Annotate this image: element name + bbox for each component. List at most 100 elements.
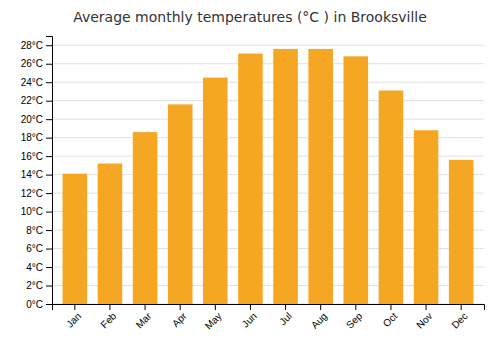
y-tick: 4°C (26, 262, 52, 273)
y-tick: 20°C (21, 114, 52, 125)
y-tick: 8°C (26, 225, 52, 236)
x-tick-mark (461, 304, 462, 310)
bar (98, 164, 123, 304)
y-tick-label: 2°C (26, 280, 43, 291)
bar (273, 49, 298, 304)
x-tick-label: Jan (64, 310, 83, 329)
y-tick-label: 20°C (21, 114, 43, 125)
bar (344, 56, 369, 304)
y-tick: 2°C (26, 280, 52, 291)
y-tick-mark (46, 249, 52, 250)
y-tick-label: 12°C (21, 188, 43, 199)
y-tick-mark (46, 230, 52, 231)
x-tick: Oct (381, 304, 400, 329)
y-tick-label: 18°C (21, 132, 43, 143)
y-tick-label: 8°C (26, 225, 43, 236)
x-tick-label: Sep (344, 310, 365, 331)
x-tick-mark (355, 304, 356, 310)
x-tick-mark (320, 304, 321, 310)
x-tick: Aug (309, 304, 329, 331)
bar (379, 91, 404, 304)
x-tick-label: Nov (414, 310, 434, 330)
x-tick-mark (390, 304, 391, 310)
grid (52, 45, 484, 304)
y-tick: 12°C (21, 188, 52, 199)
grid-line (52, 100, 484, 101)
y-tick-mark (46, 101, 52, 102)
x-tick: Jun (240, 304, 259, 330)
y-tick: 22°C (21, 95, 52, 106)
x-tick: Feb (98, 304, 118, 330)
chart: Average monthly temperatures (°C ) in Br… (0, 0, 500, 350)
x-tick: Mar (134, 304, 154, 330)
grid-line (52, 82, 484, 83)
y-tick-label: 4°C (26, 262, 43, 273)
y-tick-mark (46, 304, 52, 305)
y-tick: 26°C (21, 58, 52, 69)
y-tick-label: 10°C (21, 206, 43, 217)
x-tick: Dec (449, 304, 469, 331)
grid-line (52, 45, 484, 46)
x-tick-label: Oct (381, 310, 400, 329)
x-tick-mark (180, 304, 181, 310)
y-tick: 24°C (21, 77, 52, 88)
x-tick-label: May (203, 310, 224, 331)
bar (238, 54, 263, 304)
x-tick: Jul (277, 304, 294, 327)
bar (308, 49, 333, 304)
x-tick-mark (426, 304, 427, 310)
x-tick-mark (109, 304, 110, 310)
y-axis: 0°C 2°C 4°C 6°C 8°C 10°C 12°C 14°C 16°C 18°C 20°C 2… (21, 37, 53, 310)
y-tick-mark (46, 175, 52, 176)
bar (449, 160, 474, 304)
grid-line (52, 119, 484, 120)
y-tick-mark (46, 82, 52, 83)
y-tick: 16°C (21, 151, 52, 162)
y-tick-mark (46, 193, 52, 194)
y-tick-mark (46, 156, 52, 157)
y-tick-mark (46, 64, 52, 65)
x-tick: Apr (170, 304, 189, 329)
x-tick-label: Jul (277, 310, 294, 327)
bar (203, 78, 228, 304)
y-tick-label: 26°C (21, 58, 43, 69)
x-tick-mark (250, 304, 251, 310)
y-tick-mark (46, 286, 52, 287)
y-tick: 0°C (26, 299, 52, 310)
x-axis: Jan Feb Mar Apr May Jun Jul Aug Sep Oct Nov Dec (53, 304, 485, 332)
y-tick: 28°C (21, 40, 52, 51)
bar (168, 104, 193, 304)
bar (133, 132, 158, 304)
y-tick-mark (46, 45, 52, 46)
x-tick: Jan (64, 304, 83, 330)
bar (63, 174, 88, 304)
y-tick-mark (46, 119, 52, 120)
x-tick-mark (285, 304, 286, 310)
y-axis-line (46, 37, 53, 305)
x-tick: Nov (414, 304, 434, 331)
x-tick-mark (145, 304, 146, 310)
grid-line (52, 63, 484, 64)
x-tick-mark (215, 304, 216, 310)
y-tick-label: 0°C (26, 299, 43, 310)
y-tick: 10°C (21, 206, 52, 217)
y-tick-label: 22°C (21, 95, 43, 106)
y-tick-mark (46, 138, 52, 139)
bar (414, 130, 439, 304)
y-tick-label: 24°C (21, 77, 43, 88)
x-tick-mark (74, 304, 75, 310)
y-tick: 18°C (21, 132, 52, 143)
x-tick: May (203, 304, 224, 332)
x-tick-label: Dec (449, 310, 469, 330)
x-tick-label: Jun (240, 310, 259, 329)
x-axis-line (53, 305, 485, 311)
bars (63, 49, 474, 304)
y-tick-label: 16°C (21, 151, 43, 162)
x-tick-label: Mar (134, 310, 154, 330)
x-tick-label: Feb (98, 310, 118, 330)
y-tick-label: 28°C (21, 40, 43, 51)
y-tick-mark (46, 267, 52, 268)
y-tick-label: 6°C (26, 243, 43, 254)
y-tick-label: 14°C (21, 169, 43, 180)
y-tick: 14°C (21, 169, 52, 180)
